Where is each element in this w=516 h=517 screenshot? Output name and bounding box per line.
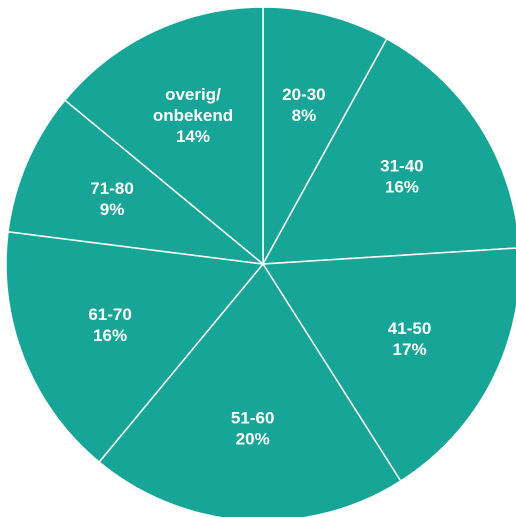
pie-slice-label-overig-onbekend: overig/onbekend 14% bbox=[153, 85, 233, 146]
pie-slice-31-40 bbox=[262, 38, 516, 265]
pie-slice-71-80 bbox=[7, 99, 264, 265]
pie-slice-category: overig/ bbox=[165, 85, 221, 104]
pie-slice-61-70 bbox=[5, 231, 264, 463]
pie-slice-percent: 16% bbox=[385, 177, 419, 196]
pie-slice-label-61-70: 61-70 16% bbox=[88, 305, 131, 345]
pie-slice-51-60 bbox=[98, 263, 402, 517]
pie-slice-category: 31-40 bbox=[380, 156, 423, 175]
pie-slice-category: 51-60 bbox=[231, 409, 274, 428]
pie-slice-category: 61-70 bbox=[88, 305, 131, 324]
pie-slice-percent: 9% bbox=[100, 200, 125, 219]
pie-slice-20-30 bbox=[262, 6, 388, 265]
pie-slice-percent: 17% bbox=[393, 340, 427, 359]
pie-slice-41-50 bbox=[262, 247, 516, 482]
slices-layer bbox=[5, 6, 516, 517]
pie-slice-percent: 8% bbox=[292, 106, 317, 125]
pie-slice-category: 71-80 bbox=[90, 179, 133, 198]
pie-slice-label-20-30: 20-30 8% bbox=[282, 85, 325, 125]
pie-slice-percent: 20% bbox=[236, 430, 270, 449]
pie-slice-category: 41-50 bbox=[388, 319, 431, 338]
pie-slice-label-31-40: 31-40 16% bbox=[380, 156, 423, 196]
pie-slice-category: 20-30 bbox=[282, 85, 325, 104]
pie-slice-overig-onbekend bbox=[64, 6, 264, 265]
pie-slice-percent: 16% bbox=[93, 326, 127, 345]
pie-slice-label-71-80: 71-80 9% bbox=[90, 179, 133, 219]
labels-layer: 20-30 8% 31-40 16% 41-50 17% 51-60 20% 61-70 16% 7… bbox=[88, 85, 431, 448]
pie-slice-percent: 14% bbox=[176, 127, 210, 146]
pie-slice-label-41-50: 41-50 17% bbox=[388, 319, 431, 359]
pie-slice-category: onbekend bbox=[153, 106, 233, 125]
pie-slice-label-51-60: 51-60 20% bbox=[231, 409, 274, 449]
